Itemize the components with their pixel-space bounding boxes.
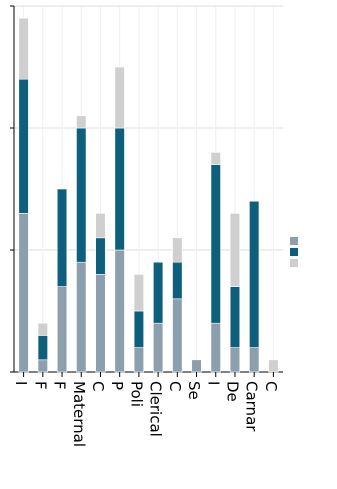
bar-segment-6-series-2 (114, 127, 125, 251)
x-tick-label: C (166, 381, 184, 391)
x-tick-label: De (223, 381, 241, 402)
x-tick-label: I (204, 381, 222, 385)
x-tick-label: Poli (127, 381, 145, 407)
bar-segment-7-series-1 (133, 347, 144, 373)
bar-segment-11-series-1 (210, 322, 221, 373)
bar-segment-4-series-3 (76, 115, 87, 129)
bar-segment-11-series-3 (210, 152, 221, 165)
x-tick-label: I (12, 381, 30, 385)
bar-segment-13-series-2 (249, 200, 260, 348)
bar-segment-10-series-1 (191, 359, 202, 373)
x-tick-label: Clerical (147, 381, 165, 437)
bar-segment-4-series-1 (76, 261, 87, 373)
legend (290, 237, 298, 267)
x-tick-label: Maternal (70, 381, 88, 447)
bar-segment-1-series-3 (18, 17, 29, 80)
bar-segment-9-series-3 (172, 237, 183, 263)
x-tick-label: P (108, 381, 126, 390)
bar-segment-12-series-1 (229, 347, 241, 373)
x-tick-label: F (51, 381, 69, 390)
bar-segment-9-series-2 (172, 261, 183, 300)
bar-segment-11-series-2 (210, 164, 221, 324)
x-tick-label: Se (185, 381, 203, 400)
bar-segment-12-series-2 (229, 286, 241, 348)
bar-segment-14-series-3 (268, 359, 279, 373)
bar-segment-2-series-3 (37, 322, 48, 336)
bar-segment-3-series-1 (56, 286, 68, 373)
bar-segment-2-series-2 (37, 335, 48, 361)
x-tick-label: F (31, 381, 49, 390)
bar-segment-12-series-3 (229, 213, 241, 287)
bar-segment-5-series-2 (95, 237, 106, 275)
bar-segment-6-series-1 (114, 249, 125, 373)
plot-area: I F F Maternal C P Poli Clerical C Se I De Carnar C (10, 5, 283, 447)
bar-segment-8-series-1 (153, 322, 164, 373)
bar-segment-1-series-1 (18, 213, 29, 373)
legend-swatch-3 (290, 259, 298, 267)
legend-swatch-1 (290, 237, 298, 245)
bar-segment-9-series-1 (172, 298, 183, 373)
bar-segment-4-series-2 (76, 127, 87, 263)
x-tick-label: C (89, 381, 107, 391)
bar-segment-1-series-2 (18, 78, 29, 214)
bar-segment-7-series-3 (133, 274, 144, 312)
bar-segment-8-series-2 (153, 261, 164, 324)
bar-segment-7-series-2 (133, 310, 144, 348)
bar-segment-2-series-1 (37, 359, 48, 373)
bar-segment-6-series-3 (114, 66, 125, 129)
x-tick-label: Carnar (243, 381, 261, 432)
legend-swatch-2 (290, 248, 298, 256)
bar-segment-13-series-1 (249, 347, 260, 373)
bar-segment-5-series-1 (95, 274, 106, 373)
bar-segment-3-series-2 (56, 188, 68, 287)
x-tick-label: C (262, 381, 280, 391)
bar-segment-5-series-3 (95, 213, 106, 239)
